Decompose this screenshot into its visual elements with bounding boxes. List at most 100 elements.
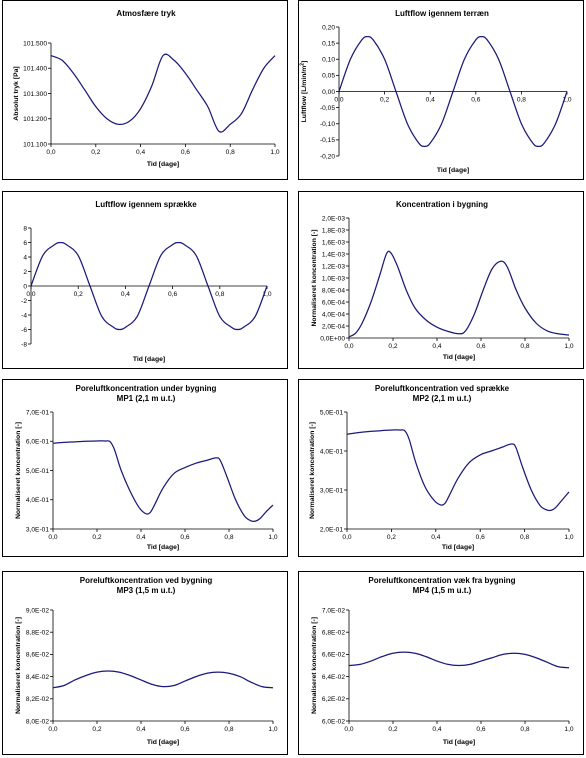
chart-panel: Luftflow igennem sprække 8 6 4 2 0 -2 -4 -6 -8 0,0… [2, 191, 288, 369]
y-tick-label: -6 [21, 327, 27, 334]
y-tick-label: 6,8E-02 [322, 630, 345, 637]
y-tick-label: 2,0E-04 [322, 323, 345, 330]
x-tick-label: 0,6 [476, 534, 485, 541]
x-tick-label: 0,8 [520, 726, 529, 733]
x-tick-label: 0,0 [48, 534, 57, 541]
chart-subtitle: MP1 (2,1 m u.t.) [117, 394, 176, 403]
y-tick-label: 5,0E-01 [320, 409, 343, 416]
y-tick-label: 4,0E-01 [320, 448, 343, 455]
y-tick-label: 7,0E-02 [322, 607, 345, 614]
x-axis-label: Tid [dage] [443, 739, 475, 746]
y-tick-label: 0 [23, 283, 27, 290]
y-tick-label: 6 [23, 240, 27, 247]
chart-title: Poreluftkoncentration ved sprække [375, 384, 510, 393]
y-tick-label: 8,4E-02 [26, 674, 49, 681]
y-tick-label: -8 [21, 341, 27, 348]
x-axis-label: Tid [dage] [437, 167, 469, 174]
x-tick-label: 1,0 [564, 726, 573, 733]
y-tick-label: -0,10 [320, 121, 335, 128]
x-tick-label: 0,0 [26, 291, 35, 298]
x-tick-label: 0,2 [74, 291, 83, 298]
y-tick-label: 101.500 [23, 40, 47, 47]
x-tick-label: 0,2 [380, 97, 389, 104]
chart-panel: Poreluftkoncentration ved bygning MP3 (1,… [2, 571, 288, 755]
y-tick-label: 5,0E-01 [26, 468, 49, 475]
y-tick-label: 1,2E-03 [322, 263, 345, 270]
chart-panel: Poreluftkoncentration væk fra bygning MP4… [298, 571, 584, 755]
y-tick-label: 0,15 [322, 40, 335, 47]
x-tick-label: 0,4 [136, 149, 145, 156]
y-tick-label: 2,0E-01 [320, 526, 343, 533]
chart-subtitle: MP4 (1,5 m u.t.) [413, 586, 472, 595]
y-tick-label: 6,2E-02 [322, 696, 345, 703]
chart-svg: Luftflow igennem sprække 8 6 4 2 0 -2 -4 -6 -8 0,0… [21, 200, 272, 363]
x-tick-label: 0,4 [432, 726, 441, 733]
x-tick-label: 0,0 [344, 343, 353, 350]
x-tick-label: 1,0 [562, 97, 571, 104]
x-tick-label: 0,2 [92, 534, 101, 541]
chart-svg: Luftflow igennem terræn 0,20 0,15 0,10 0,05 0… [300, 9, 572, 174]
y-tick-label: 0,20 [322, 24, 335, 31]
x-tick-label: 0,8 [224, 726, 233, 733]
chart-panel: Atmosfære tryk 101.500 101.400 101.300 101.2… [2, 0, 288, 180]
y-tick-label: 4 [23, 254, 27, 261]
x-tick-label: 0,6 [476, 343, 485, 350]
y-tick-label: 101.300 [23, 91, 47, 98]
y-tick-label: 2 [23, 269, 27, 276]
x-axis-label: Tid [dage] [147, 739, 179, 746]
y-tick-label: 0,05 [322, 73, 335, 80]
y-axis-label: Normaliseret koncentration [-] [15, 422, 22, 519]
x-tick-label: 0,8 [520, 534, 529, 541]
series-line [50, 53, 276, 133]
x-tick-label: 0,0 [334, 97, 343, 104]
x-tick-label: 0,4 [432, 343, 441, 350]
x-tick-label: 0,8 [224, 534, 233, 541]
chart-title: Luftflow igennem terræn [395, 9, 489, 18]
x-tick-label: 0,6 [476, 726, 485, 733]
y-tick-label: 4,0E-01 [26, 497, 49, 504]
x-tick-label: 0,4 [136, 534, 145, 541]
x-tick-label: 0,8 [517, 97, 526, 104]
x-tick-label: 0,0 [48, 726, 57, 733]
y-axis-label: Absolut tryk [Pa] [13, 66, 20, 120]
x-tick-label: 0,0 [342, 534, 351, 541]
series-line [348, 250, 570, 338]
x-tick-label: 0,6 [181, 149, 190, 156]
x-tick-label: 1,0 [268, 726, 277, 733]
y-tick-label: 0,00 [322, 89, 335, 96]
chart-title: Luftflow igennem sprække [95, 200, 197, 209]
y-tick-label: 3,0E-01 [26, 526, 49, 533]
y-tick-label: 6,4E-02 [322, 674, 345, 681]
y-axis-label: Normaliseret koncentration [-] [309, 422, 316, 519]
x-tick-label: 1,0 [564, 343, 573, 350]
y-tick-label: 0,0E+00 [320, 335, 345, 342]
chart-subtitle: MP3 (1,5 m u.t.) [117, 586, 176, 595]
y-tick-label: 1,4E-03 [322, 251, 345, 258]
x-tick-label: 0,4 [136, 726, 145, 733]
x-tick-label: 0,2 [388, 343, 397, 350]
series-line [346, 429, 570, 512]
y-tick-label: 8,0E-04 [322, 287, 345, 294]
series-line [52, 440, 274, 523]
x-tick-label: 0,2 [91, 149, 100, 156]
y-tick-label: 8,2E-02 [26, 696, 49, 703]
series-line [348, 651, 570, 669]
chart-svg: Koncentration i bygning 2,0E-03 1,8E-03 1,6… [311, 200, 574, 361]
x-tick-label: 0,6 [168, 291, 177, 298]
y-tick-label: 1,6E-03 [322, 239, 345, 246]
chart-title: Poreluftkoncentration væk fra bygning [368, 576, 515, 585]
x-tick-label: 0,4 [431, 534, 440, 541]
x-tick-label: 0,2 [387, 534, 396, 541]
y-tick-label: 7,0E-01 [26, 409, 49, 416]
x-tick-label: 0,8 [520, 343, 529, 350]
y-tick-label: 6,0E-02 [322, 718, 345, 725]
y-tick-label: -0,20 [320, 153, 335, 160]
y-tick-label: 1,8E-03 [322, 227, 345, 234]
y-tick-label: 6,0E-04 [322, 299, 345, 306]
y-tick-label: -4 [21, 312, 27, 319]
x-tick-label: 1,0 [268, 534, 277, 541]
x-tick-label: 1,0 [564, 534, 573, 541]
y-tick-label: 6,6E-02 [322, 652, 345, 659]
